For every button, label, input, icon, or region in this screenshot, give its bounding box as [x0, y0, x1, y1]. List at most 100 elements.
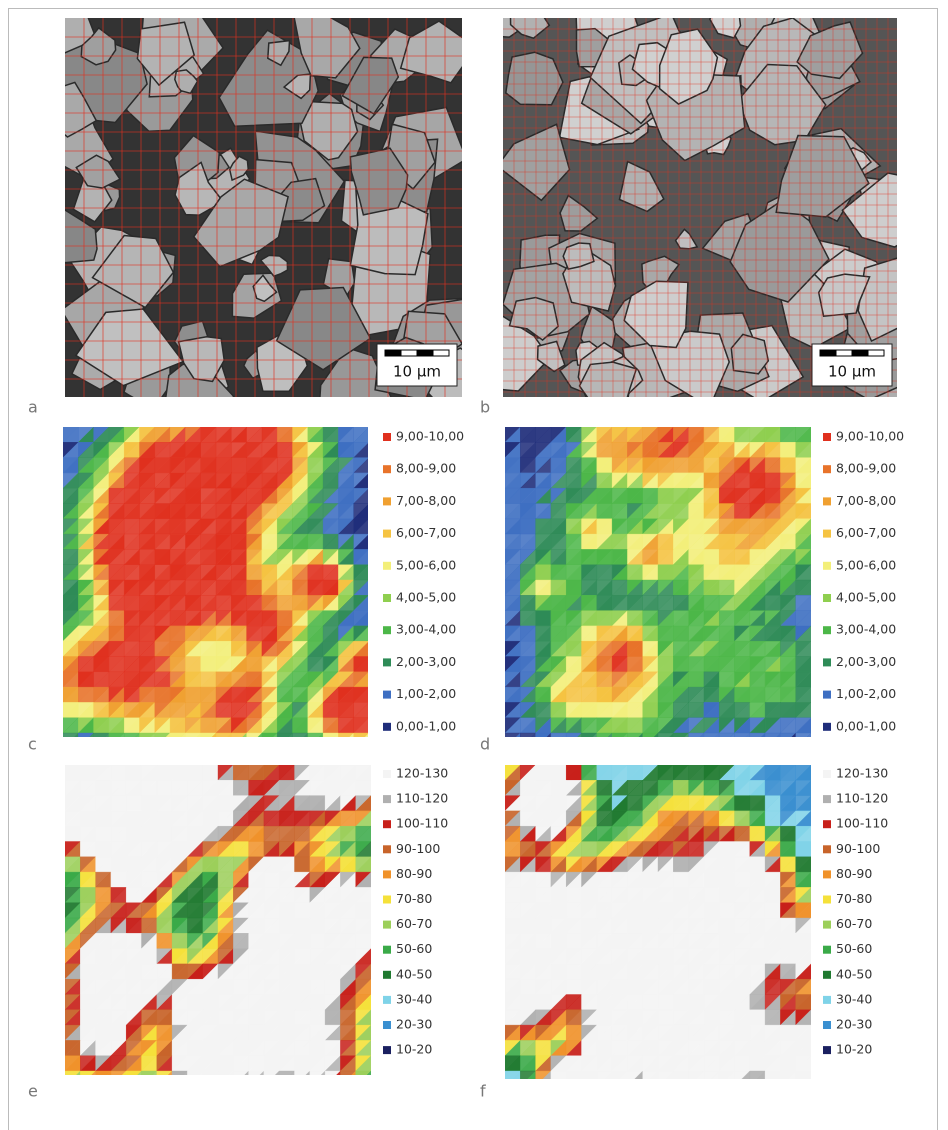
panel-label: f: [480, 1082, 486, 1101]
panel-label: b: [480, 398, 490, 417]
legend-label: 0,00-1,00: [836, 718, 896, 733]
legend-swatch: [383, 658, 391, 666]
legend-swatch: [823, 946, 831, 954]
legend-swatch: [383, 820, 391, 828]
legend-label: 90-100: [836, 841, 880, 856]
legend-swatch: [383, 465, 391, 473]
legend-swatch: [383, 433, 391, 441]
scale-bar-segment: [417, 350, 433, 356]
legend-swatch: [823, 626, 831, 634]
legend-swatch: [383, 1021, 391, 1029]
legend-label: 1,00-2,00: [396, 686, 456, 701]
legend-swatch: [823, 971, 831, 979]
legend-label: 70-80: [836, 891, 872, 906]
legend-swatch: [823, 770, 831, 778]
legend-label: 60-70: [836, 916, 872, 931]
legend-swatch: [823, 996, 831, 1004]
legend-label: 110-120: [396, 791, 448, 806]
figure-page: 10 µma10 µmb9,00-10,008,00-9,007,00-8,00…: [0, 0, 948, 1130]
legend-swatch: [383, 845, 391, 853]
legend-label: 30-40: [836, 991, 872, 1006]
legend-swatch: [383, 770, 391, 778]
scale-bar-segment: [385, 350, 401, 356]
legend-swatch: [383, 971, 391, 979]
legend-label: 60-70: [396, 916, 432, 931]
legend-label: 120-130: [836, 766, 888, 781]
legend-label: 4,00-5,00: [396, 590, 456, 605]
legend-swatch: [823, 658, 831, 666]
legend-label: 100-110: [396, 816, 448, 831]
scale-bar-segment: [401, 350, 417, 356]
legend-swatch: [823, 497, 831, 505]
scale-bar-segment: [433, 350, 449, 356]
panel-label: d: [480, 735, 490, 754]
legend-swatch: [823, 1046, 831, 1054]
legend-swatch: [383, 594, 391, 602]
scale-bar-segment: [820, 350, 836, 356]
legend-label: 10-20: [836, 1042, 872, 1057]
legend-swatch: [823, 845, 831, 853]
panel-image: [63, 427, 369, 748]
legend-swatch: [383, 691, 391, 699]
legend-label: 80-90: [396, 866, 432, 881]
legend-label: 10-20: [396, 1042, 432, 1057]
legend-label: 8,00-9,00: [836, 461, 896, 476]
legend-label: 120-130: [396, 766, 448, 781]
legend-swatch: [823, 433, 831, 441]
legend-label: 3,00-4,00: [836, 622, 896, 637]
legend-swatch: [823, 870, 831, 878]
legend-swatch: [383, 795, 391, 803]
figure: 10 µma10 µmb9,00-10,008,00-9,007,00-8,00…: [0, 0, 948, 1130]
legend-label: 6,00-7,00: [836, 525, 896, 540]
legend-label: 9,00-10,00: [396, 429, 464, 444]
legend-swatch: [823, 723, 831, 731]
legend-label: 5,00-6,00: [396, 557, 456, 572]
legend-label: 70-80: [396, 891, 432, 906]
legend-swatch: [823, 896, 831, 904]
panel-label: c: [28, 735, 37, 754]
legend-label: 5,00-6,00: [836, 557, 896, 572]
legend-label: 80-90: [836, 866, 872, 881]
grain: [858, 256, 938, 341]
panel-label: e: [28, 1082, 38, 1101]
legend-label: 20-30: [396, 1017, 432, 1032]
legend-label: 7,00-8,00: [836, 493, 896, 508]
legend-swatch: [823, 562, 831, 570]
legend-swatch: [823, 465, 831, 473]
panel-image: [505, 765, 811, 1086]
legend-label: 20-30: [836, 1017, 872, 1032]
legend-label: 30-40: [396, 991, 432, 1006]
legend-label: 7,00-8,00: [396, 493, 456, 508]
legend-swatch: [823, 691, 831, 699]
legend-label: 9,00-10,00: [836, 429, 904, 444]
legend-label: 90-100: [396, 841, 440, 856]
legend-swatch: [823, 820, 831, 828]
legend-label: 50-60: [396, 941, 432, 956]
legend-swatch: [383, 562, 391, 570]
legend-swatch: [383, 896, 391, 904]
legend-label: 50-60: [836, 941, 872, 956]
legend-label: 2,00-3,00: [836, 654, 896, 669]
legend-label: 1,00-2,00: [836, 686, 896, 701]
legend-label: 0,00-1,00: [396, 718, 456, 733]
scale-bar-segment: [868, 350, 884, 356]
legend-swatch: [383, 723, 391, 731]
legend-swatch: [383, 921, 391, 929]
legend-label: 4,00-5,00: [836, 590, 896, 605]
legend-swatch: [383, 996, 391, 1004]
legend-swatch: [383, 946, 391, 954]
legend-swatch: [383, 530, 391, 538]
scale-bar-label: 10 µm: [828, 363, 876, 381]
legend-label: 100-110: [836, 816, 888, 831]
legend-label: 40-50: [836, 966, 872, 981]
legend-swatch: [383, 1046, 391, 1054]
legend-label: 6,00-7,00: [396, 525, 456, 540]
scale-bar-segment: [852, 350, 868, 356]
panel-image: [65, 765, 371, 1086]
legend-swatch: [823, 1021, 831, 1029]
legend-swatch: [823, 795, 831, 803]
legend-swatch: [823, 594, 831, 602]
legend-label: 3,00-4,00: [396, 622, 456, 637]
legend-swatch: [823, 530, 831, 538]
legend-swatch: [383, 497, 391, 505]
